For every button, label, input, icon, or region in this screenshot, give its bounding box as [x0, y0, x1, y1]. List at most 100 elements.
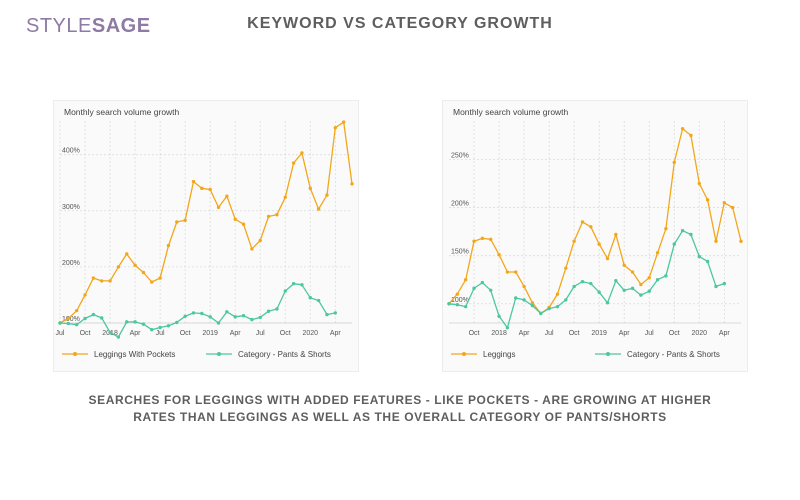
- chart-left-series-1-point: [200, 311, 204, 316]
- chart-right-legend-0-label: Leggings: [483, 350, 515, 359]
- chart-left-series-0-point: [183, 218, 187, 223]
- chart-right-series-1-point: [522, 298, 526, 302]
- chart-right-xtick-label: 2018: [491, 330, 507, 337]
- chart-right-xtick-label: Apr: [619, 330, 631, 337]
- chart-right-series-0-point: [463, 278, 468, 282]
- chart-right-series-0-point: [564, 266, 568, 270]
- chart-left-legend-0-label: Leggings With Pockets: [94, 350, 175, 359]
- chart-left-series-1-point: [116, 335, 121, 339]
- chart-right-series-0-point: [722, 201, 727, 205]
- chart-left-series-0-point: [283, 195, 287, 200]
- chart-right-series-1-point: [672, 242, 676, 246]
- chart-right-series-0-point: [489, 237, 493, 242]
- chart-left-series-0-point: [66, 316, 71, 321]
- chart-left-series-0-point: [150, 280, 154, 284]
- chart-right-series-1-point: [547, 306, 551, 311]
- chart-left-series-0-point: [300, 151, 304, 155]
- chart-left-series-1-point: [58, 321, 62, 325]
- chart-right-title: Monthly search volume growth: [453, 107, 569, 117]
- chart-left-series-1-point: [158, 325, 162, 330]
- chart-left-legend-0-marker: [73, 352, 77, 356]
- chart-right-series-0-point: [605, 256, 610, 261]
- chart-right-series-1-point: [655, 278, 660, 282]
- chart-left-xtick-label: 2020: [302, 330, 318, 337]
- chart-left-series-0-point: [91, 276, 96, 280]
- chart-right-series-0-point: [697, 181, 701, 186]
- chart-left-series-1-point: [225, 310, 229, 314]
- chart-left-xtick-label: Oct: [80, 330, 91, 337]
- chart-left-series-1-point: [266, 309, 271, 313]
- chart-left-series-0-point: [225, 194, 229, 198]
- stylesage-logo: STYLESAGE: [26, 14, 151, 38]
- chart-right-series-0-point: [714, 239, 718, 243]
- chart-right-series-0-point: [580, 220, 585, 224]
- chart-right-series-1-point: [530, 303, 535, 308]
- chart-left-series-1-point: [291, 282, 296, 286]
- chart-right-series-1-point: [505, 326, 510, 330]
- chart-left-series-0-point: [308, 186, 312, 191]
- chart-right-series-1-point: [714, 284, 718, 289]
- chart-right-series-0-point: [730, 205, 735, 210]
- chart-left-xtick-label: Jul: [156, 330, 165, 337]
- chart-right-series-1-point: [480, 280, 485, 285]
- chart-left-series-0-point: [333, 126, 338, 130]
- chart-right: Monthly search volume growth 100% 150% 200%…: [442, 100, 748, 372]
- chart-left-series-0-point: [200, 186, 204, 191]
- chart-left-series-1-point: [141, 322, 146, 326]
- chart-left-xtick-label: Apr: [130, 330, 142, 337]
- chart-right-series-0-point: [672, 160, 676, 165]
- chart-left-ytick-label: 200%: [62, 260, 80, 267]
- chart-right-series-1-point: [614, 278, 618, 283]
- chart-right-series-1-point: [722, 281, 727, 286]
- chart-right-series-0-point: [522, 284, 526, 289]
- chart-left-series-0-line: [59, 121, 353, 324]
- chart-left-series-1-point: [250, 317, 254, 322]
- chart-right-series-0-point: [680, 126, 685, 131]
- chart-right-series-0-point: [555, 292, 560, 296]
- chart-left-series-1-point: [233, 315, 237, 319]
- chart-left-series-0-point: [125, 252, 129, 256]
- chart-left-series-0-point: [166, 243, 171, 248]
- chart-right-series-0-point: [689, 133, 693, 138]
- chart-left-series-1-point: [125, 320, 129, 324]
- chart-left-xtick-label: 2019: [202, 330, 218, 337]
- chart-left-series-0-point: [208, 187, 212, 192]
- chart-right-series-0-point: [614, 232, 618, 237]
- caption: SEARCHES FOR LEGGINGS WITH ADDED FEATURE…: [0, 392, 800, 426]
- chart-left-legend-1-label: Category - Pants & Shorts: [238, 350, 331, 359]
- chart-left-series-0-point: [266, 214, 271, 219]
- chart-left-series-1-point: [74, 322, 79, 327]
- chart-right-series-1-point: [572, 284, 576, 289]
- chart-left-series-0-point: [116, 265, 121, 269]
- chart-left-series-0-point: [233, 217, 237, 221]
- chart-left-series-0-point: [341, 120, 346, 124]
- chart-left-series-0-point: [158, 276, 162, 280]
- chart-left-series-1-point: [175, 320, 179, 325]
- chart-left-series-1-point: [66, 321, 71, 326]
- chart-left-series-1-point: [150, 328, 154, 332]
- chart-right-series-1-point: [455, 303, 460, 307]
- chart-right-ytick-label: 150%: [451, 249, 469, 256]
- chart-right-series-0-point: [630, 270, 635, 274]
- chart-right-xtick-label: Oct: [669, 330, 680, 337]
- chart-right-legend-1-marker: [606, 352, 610, 356]
- chart-left-series-1-point: [333, 311, 338, 315]
- chart-right-series-1-point: [555, 304, 560, 309]
- chart-right-ytick-label: 100%: [451, 297, 469, 304]
- chart-right-series-1-point: [539, 311, 543, 316]
- chart-left-series-1-point: [183, 314, 187, 318]
- chart-left-ytick-label: 400%: [62, 148, 80, 155]
- chart-right-series-1-point: [680, 228, 685, 233]
- chart-right-series-0-point: [739, 239, 743, 243]
- chart-left-series-1-point: [83, 316, 87, 321]
- chart-left-series-1-point: [275, 307, 279, 311]
- chart-right-xtick-label: 2020: [691, 330, 707, 337]
- chart-left-ytick-label: 100%: [62, 316, 80, 323]
- chart-right-series-0-point: [455, 292, 460, 296]
- chart-left-series-0-point: [316, 207, 321, 211]
- logo-style-text: STYLE: [26, 15, 92, 37]
- chart-left-series-0-point: [216, 205, 221, 210]
- chart-right-svg: Monthly search volume growth 100% 150% 200%…: [447, 107, 743, 359]
- chart-left-series-0-point: [133, 263, 137, 267]
- chart-right-ytick-label: 250%: [451, 152, 469, 159]
